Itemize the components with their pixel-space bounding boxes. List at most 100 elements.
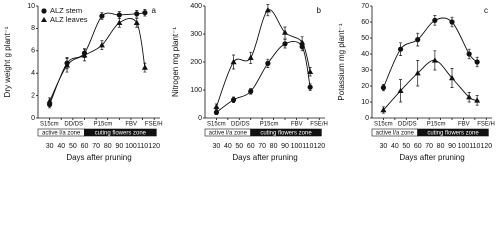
stage-label: S15cm — [374, 122, 393, 128]
fit-line — [49, 12, 145, 105]
circle-marker — [248, 88, 254, 94]
y-tick-label: 60 — [361, 19, 369, 26]
x-tick-label: 40 — [57, 143, 65, 150]
x-tick-label: 110 — [137, 143, 148, 150]
circle-marker — [449, 19, 455, 25]
triangle-marker — [213, 103, 220, 109]
y-tick-label: 300 — [190, 31, 202, 38]
triangle-marker — [230, 58, 237, 65]
x-tick-label: 80 — [437, 143, 445, 150]
stage-label: P15cm — [94, 122, 113, 128]
circle-marker — [466, 51, 472, 57]
stage-label: FBV — [291, 122, 303, 128]
x-tick-label: 60 — [247, 143, 255, 150]
triangle-marker — [133, 19, 140, 25]
x-tick-label: 50 — [402, 143, 410, 150]
legend-marker — [41, 8, 47, 14]
circle-marker — [213, 109, 220, 115]
x-tick-label: 120 — [480, 143, 492, 150]
x-tick-label: 100 — [291, 143, 303, 150]
triangle-marker — [141, 64, 148, 70]
y-tick-label: 20 — [361, 83, 369, 90]
fit-line — [216, 9, 311, 107]
triangle-marker — [81, 52, 88, 58]
fit-line — [49, 18, 146, 102]
zone-label: cuting flowers zone — [260, 130, 312, 136]
y-tick-label: 70 — [361, 3, 369, 10]
panel-label: b — [317, 6, 322, 15]
triangle-marker — [466, 94, 473, 100]
triangle-marker — [247, 54, 254, 60]
x-tick-label: 80 — [270, 143, 278, 150]
x-tick-label: 90 — [448, 143, 456, 150]
x-tick-label: 40 — [224, 143, 232, 150]
stage-label: FSE/H — [310, 122, 328, 128]
circle-marker — [116, 12, 122, 18]
y-axis-label: Potassium mg plant⁻¹ — [337, 23, 346, 100]
stage-label: P15cm — [260, 122, 279, 128]
x-tick-label: 110 — [469, 143, 480, 150]
x-tick-label: 30 — [213, 143, 221, 150]
triangle-marker — [116, 19, 123, 25]
zone-label: active l/a zone — [42, 130, 81, 136]
zone-bar — [250, 128, 322, 137]
y-tick-label: 100 — [190, 87, 202, 94]
triangle-marker — [474, 97, 481, 103]
circle-marker — [307, 84, 313, 90]
triangle-marker — [282, 29, 288, 35]
y-tick-label: 0 — [31, 115, 35, 122]
y-tick-label: 10 — [27, 3, 35, 10]
stage-label: FSE/H — [145, 122, 163, 128]
x-tick-label: 30 — [46, 143, 54, 150]
triangle-marker — [299, 39, 306, 45]
panel-label: a — [152, 6, 157, 15]
zone-label: active l/a zone — [209, 130, 248, 136]
x-tick-label: 50 — [69, 143, 77, 150]
circle-marker — [282, 41, 288, 47]
zone-label: cuting flowers zone — [427, 130, 479, 136]
triangle-marker — [98, 42, 105, 48]
fit-line — [216, 40, 311, 113]
y-tick-label: 0 — [365, 115, 369, 122]
zone-bar — [417, 128, 489, 137]
x-tick-label: 110 — [302, 143, 313, 150]
zone-bar — [84, 128, 157, 137]
y-tick-label: 50 — [361, 35, 369, 42]
zone-label: cuting flowers zone — [95, 130, 147, 136]
x-axis-label: Days after pruning — [399, 153, 464, 162]
panel-label: c — [484, 6, 488, 15]
fit-line — [383, 59, 478, 111]
x-axis-label: Days after pruning — [232, 153, 297, 162]
fit-line — [383, 17, 478, 88]
y-tick-label: 0 — [198, 115, 202, 122]
x-tick-label: 120 — [148, 143, 160, 150]
x-tick-label: 80 — [104, 143, 112, 150]
y-tick-label: 10 — [361, 99, 369, 106]
y-tick-label: 40 — [361, 51, 369, 58]
circle-marker — [415, 37, 421, 43]
x-axis-label: Days after pruning — [66, 153, 131, 162]
stage-label: DD/DS — [398, 122, 417, 128]
stage-label: FBV — [458, 122, 470, 128]
x-tick-label: 120 — [313, 143, 325, 150]
x-tick-label: 40 — [391, 143, 399, 150]
y-axis-label: Dry weight g plant⁻¹ — [3, 26, 12, 97]
x-tick-label: 30 — [380, 143, 388, 150]
stage-label: P15cm — [427, 122, 446, 128]
triangle-marker — [380, 106, 387, 113]
triangle-marker — [397, 87, 404, 93]
legend-label: ALZ stem — [50, 6, 82, 15]
x-tick-label: 70 — [425, 143, 433, 150]
triangle-marker — [307, 68, 314, 74]
circle-marker — [474, 59, 480, 65]
triangle-marker — [64, 62, 71, 68]
zone-label: active l/a zone — [376, 130, 415, 136]
x-tick-label: 60 — [414, 143, 422, 150]
circle-marker — [265, 60, 271, 66]
triangle-marker — [431, 57, 438, 63]
y-tick-label: 200 — [190, 59, 202, 66]
stage-label: S15cm — [207, 122, 226, 128]
legend-label: ALZ leaves — [50, 15, 88, 24]
triangle-marker — [46, 98, 53, 104]
